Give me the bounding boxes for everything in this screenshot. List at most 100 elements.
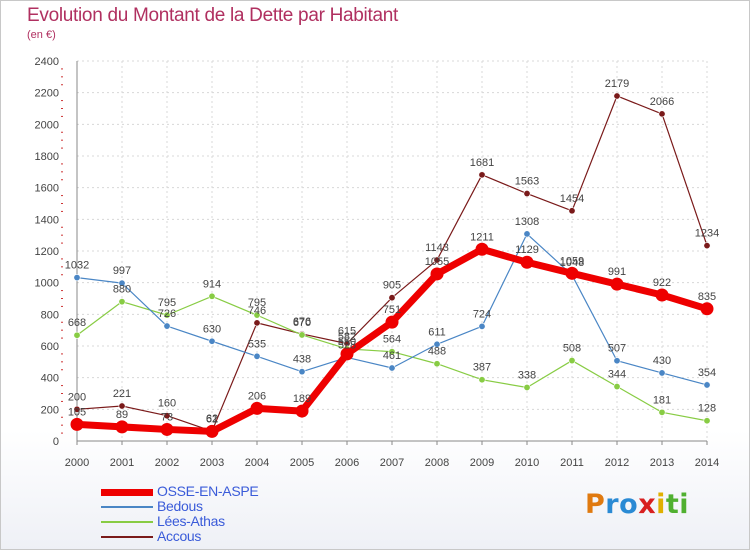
data-point: [658, 408, 666, 416]
data-point: [613, 357, 621, 365]
data-point: [298, 331, 306, 339]
data-label: 1143: [425, 242, 449, 254]
data-label: 507: [608, 343, 626, 355]
data-label: 2066: [650, 96, 674, 108]
data-label: 611: [428, 326, 446, 338]
data-point: [115, 420, 129, 434]
data-label: 221: [113, 388, 131, 400]
data-label: 1129: [515, 244, 539, 256]
chart-title: Evolution du Montant de la Dette par Hab…: [27, 5, 398, 26]
logo-letter: P: [585, 489, 606, 520]
x-tick-label: 2014: [695, 457, 719, 469]
logo-letter: i: [679, 489, 690, 520]
data-label: 338: [518, 369, 536, 381]
logo-letter: x: [638, 489, 657, 520]
data-point: [253, 319, 261, 327]
data-label: 73: [161, 411, 173, 423]
data-point: [163, 322, 171, 330]
logo-letter: i: [656, 489, 666, 520]
legend-swatch: [101, 521, 153, 523]
legend-swatch: [101, 488, 153, 496]
data-point: [523, 230, 531, 238]
data-point: [73, 405, 81, 413]
data-label: 880: [113, 284, 131, 296]
data-point: [703, 242, 711, 250]
data-point: [340, 347, 354, 361]
data-label: 438: [293, 354, 311, 366]
data-point: [160, 422, 174, 436]
data-label: 430: [653, 355, 671, 367]
y-tick-label: 2200: [35, 88, 59, 100]
data-point: [568, 357, 576, 365]
data-label: 1048: [560, 257, 584, 269]
data-label: 189: [293, 393, 311, 405]
x-tick-label: 2002: [155, 457, 179, 469]
x-tick-label: 2003: [200, 457, 224, 469]
y-tick-label: 400: [41, 373, 59, 385]
data-label: 528: [338, 339, 356, 351]
data-label: 1563: [515, 176, 539, 188]
data-label: 62: [206, 413, 218, 425]
logo-letter: r: [605, 489, 620, 520]
x-tick-label: 2009: [470, 457, 494, 469]
data-label: 615: [338, 326, 356, 338]
data-label: 1454: [560, 193, 584, 205]
proxiti-logo: Proxiti: [585, 489, 689, 520]
data-label: 488: [428, 346, 446, 358]
data-label: 726: [158, 308, 176, 320]
data-point: [703, 381, 711, 389]
data-label: 181: [653, 394, 671, 406]
legend-label: Bedous: [157, 498, 203, 514]
y-tick-label: 2000: [35, 119, 59, 131]
data-point: [298, 368, 306, 376]
x-tick-label: 2004: [245, 457, 269, 469]
logo-letter: t: [665, 489, 680, 520]
x-tick-label: 2005: [290, 457, 314, 469]
y-tick-label: 1000: [35, 278, 59, 290]
data-label: 991: [608, 266, 626, 278]
y-tick-label: 1200: [35, 246, 59, 258]
x-tick-label: 2012: [605, 457, 629, 469]
data-point: [523, 190, 531, 198]
data-point: [253, 311, 261, 319]
data-point: [250, 401, 264, 415]
x-tick-label: 2013: [650, 457, 674, 469]
data-label: 746: [248, 305, 266, 317]
data-label: 668: [68, 317, 86, 329]
data-label: 670: [293, 317, 311, 329]
data-label: 206: [248, 390, 266, 402]
data-label: 61: [206, 413, 218, 425]
y-tick-label: 1400: [35, 214, 59, 226]
data-point: [163, 412, 171, 420]
data-point: [478, 322, 486, 330]
data-label: 1055: [425, 256, 449, 268]
data-label: 795: [248, 297, 266, 309]
data-point: [73, 331, 81, 339]
legend-label: Lées-Athas: [157, 513, 225, 529]
data-label: 1681: [470, 157, 494, 169]
data-point: [520, 255, 534, 269]
data-point: [163, 311, 171, 319]
data-label: 550: [338, 336, 356, 348]
data-label: 795: [158, 297, 176, 309]
data-label: 630: [203, 323, 221, 335]
data-point: [205, 424, 219, 438]
data-label: 751: [383, 304, 401, 316]
x-tick-label: 2001: [110, 457, 134, 469]
legend-swatch: [101, 536, 153, 538]
data-point: [208, 337, 216, 345]
data-point: [118, 298, 126, 306]
data-point: [475, 242, 489, 256]
data-point: [613, 92, 621, 100]
data-label: 2179: [605, 78, 629, 90]
data-point: [523, 383, 531, 391]
data-label: 160: [158, 398, 176, 410]
x-tick-label: 2008: [425, 457, 449, 469]
data-label: 676: [293, 316, 311, 328]
data-label: 922: [653, 277, 671, 289]
y-tick-label: 1600: [35, 183, 59, 195]
y-tick-label: 600: [41, 341, 59, 353]
data-point: [118, 279, 126, 287]
data-label: 835: [698, 291, 716, 303]
